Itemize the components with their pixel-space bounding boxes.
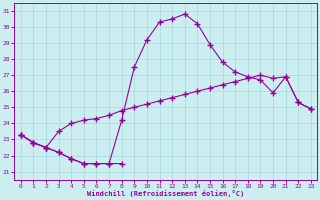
X-axis label: Windchill (Refroidissement éolien,°C): Windchill (Refroidissement éolien,°C) [87,190,244,197]
